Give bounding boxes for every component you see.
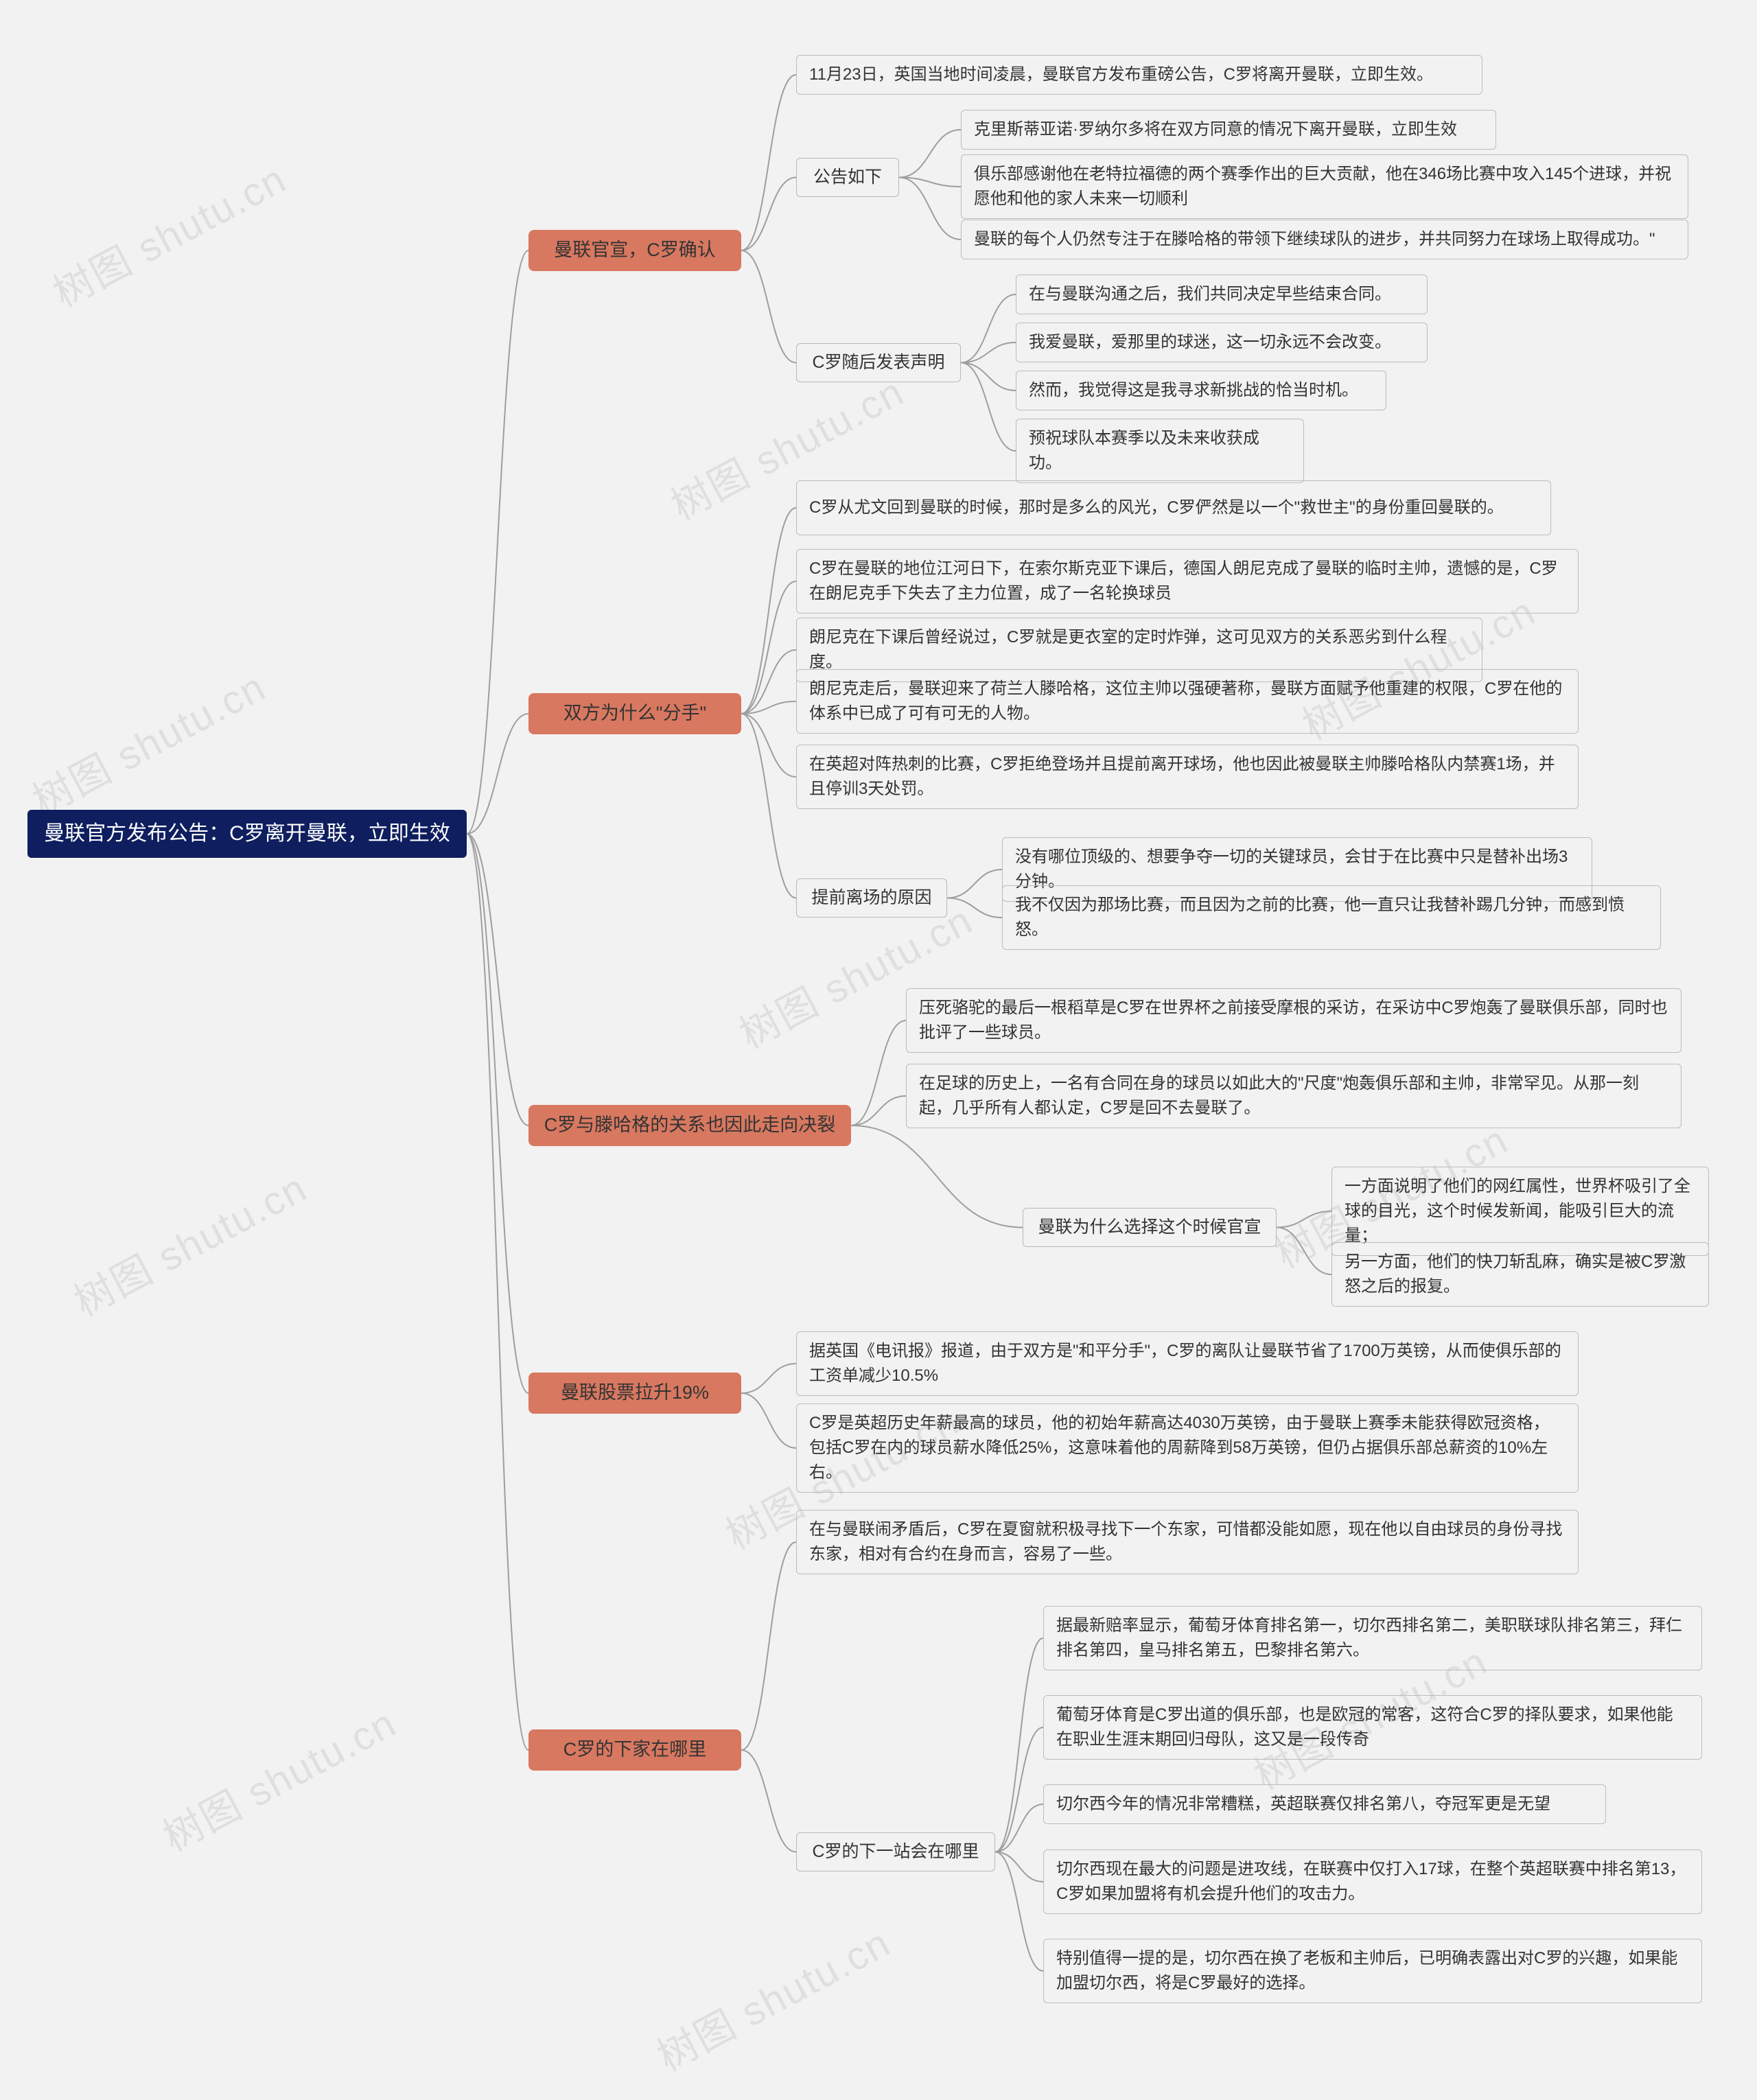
major-node: C罗的下家在哪里 [528, 1729, 741, 1771]
leaf-node: 11月23日，英国当地时间凌晨，曼联官方发布重磅公告，C罗将离开曼联，立即生效。 [796, 55, 1482, 95]
leaf-node: C罗在曼联的地位江河日下，在索尔斯克亚下课后，德国人朗尼克成了曼联的临时主帅，遗… [796, 549, 1579, 614]
major-node: 双方为什么"分手" [528, 693, 741, 734]
leaf-node: 葡萄牙体育是C罗出道的俱乐部，也是欧冠的常客，这符合C罗的择队要求，如果他能在职… [1043, 1695, 1702, 1760]
mid-node: 曼联为什么选择这个时候官宣 [1023, 1208, 1277, 1247]
watermark: 树图 shutu.cn [62, 1156, 316, 1327]
leaf-node: 克里斯蒂亚诺·罗纳尔多将在双方同意的情况下离开曼联，立即生效 [961, 110, 1496, 150]
root-node: 曼联官方发布公告：C罗离开曼联，立即生效 [27, 810, 467, 858]
leaf-node: 在足球的历史上，一名有合同在身的球员以如此大的"尺度"炮轰俱乐部和主帅，非常罕见… [906, 1064, 1682, 1128]
leaf-node: 俱乐部感谢他在老特拉福德的两个赛季作出的巨大贡献，他在346场比赛中攻入145个… [961, 154, 1688, 219]
leaf-node: C罗是英超历史年薪最高的球员，他的初始年薪高达4030万英镑，由于曼联上赛季未能… [796, 1403, 1579, 1493]
leaf-node: 在与曼联闹矛盾后，C罗在夏窗就积极寻找下一个东家，可惜都没能如愿，现在他以自由球… [796, 1510, 1579, 1574]
mid-node: 提前离场的原因 [796, 878, 947, 918]
watermark: 树图 shutu.cn [42, 148, 295, 318]
leaf-node: 曼联的每个人仍然专注于在滕哈格的带领下继续球队的进步，并共同努力在球场上取得成功… [961, 220, 1688, 259]
major-node: C罗与滕哈格的关系也因此走向决裂 [528, 1105, 851, 1146]
leaf-node: 据英国《电讯报》报道，由于双方是"和平分手"，C罗的离队让曼联节省了1700万英… [796, 1331, 1579, 1396]
watermark: 树图 shutu.cn [152, 1692, 405, 1863]
leaf-node: C罗从尤文回到曼联的时候，那时是多么的风光，C罗俨然是以一个"救世主"的身份重回… [796, 480, 1551, 535]
leaf-node: 在与曼联沟通之后，我们共同决定早些结束合同。 [1016, 275, 1428, 314]
mid-node: C罗的下一站会在哪里 [796, 1832, 995, 1871]
watermark: 树图 shutu.cn [646, 1911, 899, 2082]
leaf-node: 特别值得一提的是，切尔西在换了老板和主帅后，已明确表露出对C罗的兴趣，如果能加盟… [1043, 1939, 1702, 2003]
leaf-node: 切尔西今年的情况非常糟糕，英超联赛仅排名第八，夺冠军更是无望 [1043, 1784, 1606, 1824]
leaf-node: 我爱曼联，爱那里的球迷，这一切永远不会改变。 [1016, 323, 1428, 362]
mid-node: C罗随后发表声明 [796, 343, 961, 382]
major-node: 曼联股票拉升19% [528, 1373, 741, 1414]
watermark: 树图 shutu.cn [21, 655, 275, 826]
mid-node: 公告如下 [796, 158, 899, 197]
leaf-node: 我不仅因为那场比赛，而且因为之前的比赛，他一直只让我替补踢几分钟，而感到愤怒。 [1002, 885, 1661, 950]
leaf-node: 然而，我觉得这是我寻求新挑战的恰当时机。 [1016, 371, 1386, 410]
leaf-node: 朗尼克走后，曼联迎来了荷兰人滕哈格，这位主帅以强硬著称，曼联方面赋予他重建的权限… [796, 669, 1579, 734]
leaf-node: 压死骆驼的最后一根稻草是C罗在世界杯之前接受摩根的采访，在采访中C罗炮轰了曼联俱… [906, 988, 1682, 1053]
leaf-node: 预祝球队本赛季以及未来收获成功。 [1016, 419, 1304, 483]
major-node: 曼联官宣，C罗确认 [528, 230, 741, 271]
leaf-node: 据最新赔率显示，葡萄牙体育排名第一，切尔西排名第二，美职联球队排名第三，拜仁排名… [1043, 1606, 1702, 1670]
leaf-node: 切尔西现在最大的问题是进攻线，在联赛中仅打入17球，在整个英超联赛中排名第13，… [1043, 1850, 1702, 1914]
leaf-node: 在英超对阵热刺的比赛，C罗拒绝登场并且提前离开球场，他也因此被曼联主帅滕哈格队内… [796, 745, 1579, 809]
leaf-node: 另一方面，他们的快刀斩乱麻，确实是被C罗激怒之后的报复。 [1331, 1242, 1709, 1307]
